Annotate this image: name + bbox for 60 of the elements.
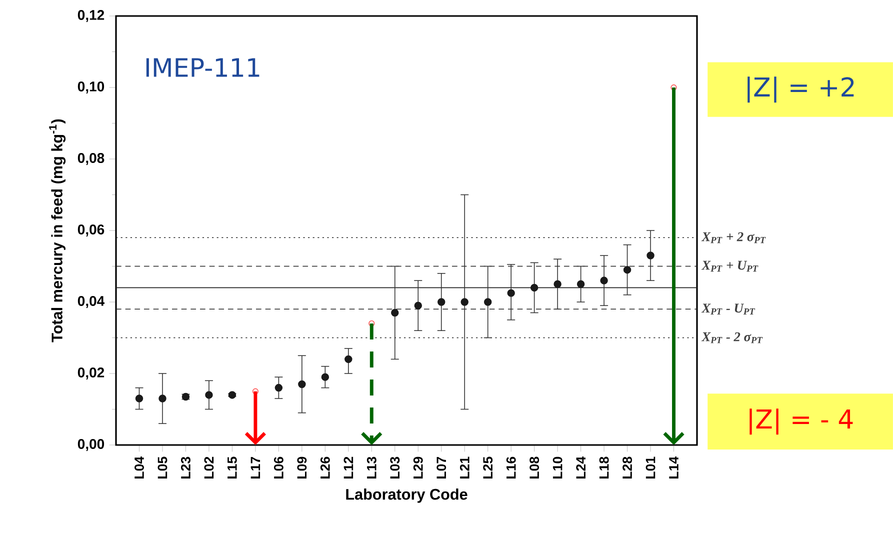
x-tick-label: L28 (622, 456, 632, 478)
point (274, 384, 283, 392)
x-tick-label: L01 (646, 456, 656, 478)
x-tick-label: L29 (413, 456, 423, 478)
annotation: IMEP-111 (146, 58, 260, 77)
point (576, 280, 585, 288)
point (554, 280, 562, 288)
point (437, 298, 446, 306)
point (507, 289, 515, 297)
x-tick-label: L04 (134, 456, 144, 478)
x-tick-label: L18 (599, 456, 609, 478)
y-tick-label: 0,12 (78, 10, 104, 22)
x-tick-label: L08 (530, 456, 540, 478)
y-tick-label: 0,02 (78, 368, 104, 380)
x-tick-label: L17 (250, 456, 260, 478)
y-tick-label: 0,00 (78, 439, 104, 451)
x-tick-label: L24 (576, 456, 586, 478)
y-tick-label: 0,04 (78, 296, 105, 308)
point (228, 391, 236, 399)
point (460, 298, 468, 306)
x-tick-label: L07 (436, 456, 446, 478)
point (646, 252, 654, 260)
ref-line-label: X$_{PT}$ - 2 σ$_{PT}$ (701, 332, 763, 344)
point (530, 284, 538, 292)
x-tick-label: L25 (483, 456, 493, 478)
ref-line-label: X$_{PT}$ + U$_{PT}$ (701, 260, 758, 272)
point (391, 308, 399, 317)
point (321, 373, 330, 381)
point (484, 298, 492, 306)
text: |Z| = +2 (748, 76, 854, 103)
x-tick-label: L05 (158, 456, 168, 478)
x-tick-label: L02 (204, 456, 214, 478)
ref-line-label: X$_{PT}$ + 2 σ$_{PT}$ (701, 232, 766, 244)
x-tick-label: L23 (180, 456, 190, 478)
y-tick-label: 0,08 (78, 153, 104, 165)
point (600, 276, 608, 284)
x-tick-label: L12 (344, 456, 354, 478)
x-tick-label: L06 (274, 456, 284, 478)
point (623, 266, 632, 274)
x-tick-label: L10 (552, 456, 562, 478)
x-tick-label: L26 (320, 456, 330, 478)
x-tick-label: L15 (228, 456, 237, 478)
point (158, 394, 166, 402)
text: |Z| = - 4 (750, 408, 853, 435)
point (205, 391, 213, 399)
x-tick-label: L09 (297, 456, 307, 478)
x-tick-label: L21 (460, 456, 470, 478)
x-tick-label: L14 (669, 456, 678, 478)
x-tick-label: L03 (390, 456, 400, 478)
point (298, 380, 306, 388)
y-axis-title: Total mercury in feed (mg kg$^{-1}$) (49, 119, 66, 342)
x-axis-title: Laboratory Code (346, 488, 468, 503)
point (344, 355, 352, 364)
point (135, 394, 144, 402)
point (414, 302, 422, 310)
y-tick-label: 0,06 (78, 224, 104, 236)
x-tick-label: L16 (506, 456, 516, 478)
y-tick-label: 0,10 (78, 82, 104, 94)
x-tick-label: L13 (366, 456, 376, 478)
ref-line-label: X$_{PT}$ - U$_{PT}$ (701, 304, 756, 315)
